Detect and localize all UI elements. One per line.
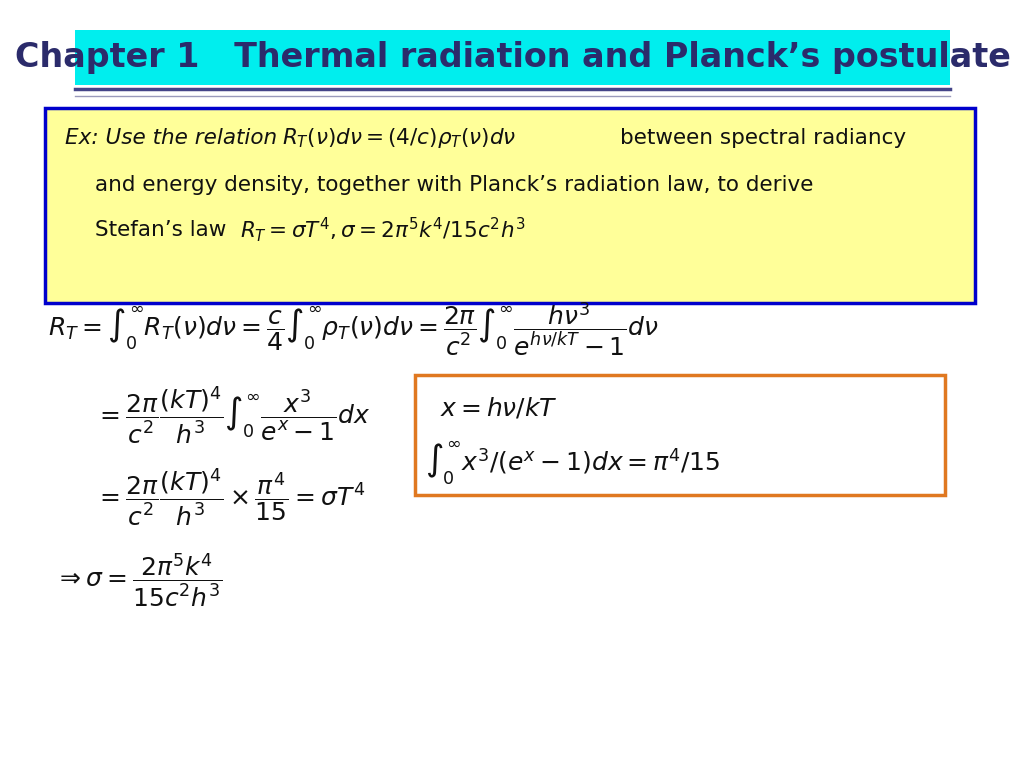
Bar xyxy=(415,375,945,495)
Bar xyxy=(75,30,950,85)
Text: $R_{T}(\nu)d\nu=(4/c)\rho_{T}(\nu)d\nu$: $R_{T}(\nu)d\nu=(4/c)\rho_{T}(\nu)d\nu$ xyxy=(282,126,516,150)
Text: between spectral radiancy: between spectral radiancy xyxy=(620,128,906,148)
Text: $=\dfrac{2\pi}{c^{2}}\dfrac{(kT)^{4}}{h^{3}}\times\dfrac{\pi^{4}}{15}=\sigma T^{: $=\dfrac{2\pi}{c^{2}}\dfrac{(kT)^{4}}{h^… xyxy=(95,466,366,528)
Text: Stefan’s law: Stefan’s law xyxy=(95,220,240,240)
Text: $=\dfrac{2\pi}{c^{2}}\dfrac{(kT)^{4}}{h^{3}}\int_{0}^{\infty}\dfrac{x^{3}}{e^{x}: $=\dfrac{2\pi}{c^{2}}\dfrac{(kT)^{4}}{h^… xyxy=(95,384,371,445)
Text: and energy density, together with Planck’s radiation law, to derive: and energy density, together with Planck… xyxy=(95,175,813,195)
Text: $\Rightarrow\sigma=\dfrac{2\pi^{5}k^{4}}{15c^{2}h^{3}}$: $\Rightarrow\sigma=\dfrac{2\pi^{5}k^{4}}… xyxy=(55,551,222,609)
Text: Ex: Use the relation: Ex: Use the relation xyxy=(65,128,291,148)
Text: $x=h\nu/kT$: $x=h\nu/kT$ xyxy=(440,396,558,421)
Bar xyxy=(45,108,975,303)
Text: $\int_{0}^{\infty}x^{3}/(e^{x}-1)dx=\pi^{4}/15$: $\int_{0}^{\infty}x^{3}/(e^{x}-1)dx=\pi^… xyxy=(425,439,721,487)
Text: $R_{T}=\int_{0}^{\infty}R_{T}(\nu)d\nu=\dfrac{c}{4}\int_{0}^{\infty}\rho_{T}(\nu: $R_{T}=\int_{0}^{\infty}R_{T}(\nu)d\nu=\… xyxy=(48,301,659,359)
Text: Chapter 1   Thermal radiation and Planck’s postulate: Chapter 1 Thermal radiation and Planck’s… xyxy=(14,41,1011,74)
Text: $R_{T}=\sigma T^{4},\sigma=2\pi^{5}k^{4}/15c^{2}h^{3}$: $R_{T}=\sigma T^{4},\sigma=2\pi^{5}k^{4}… xyxy=(240,216,525,244)
